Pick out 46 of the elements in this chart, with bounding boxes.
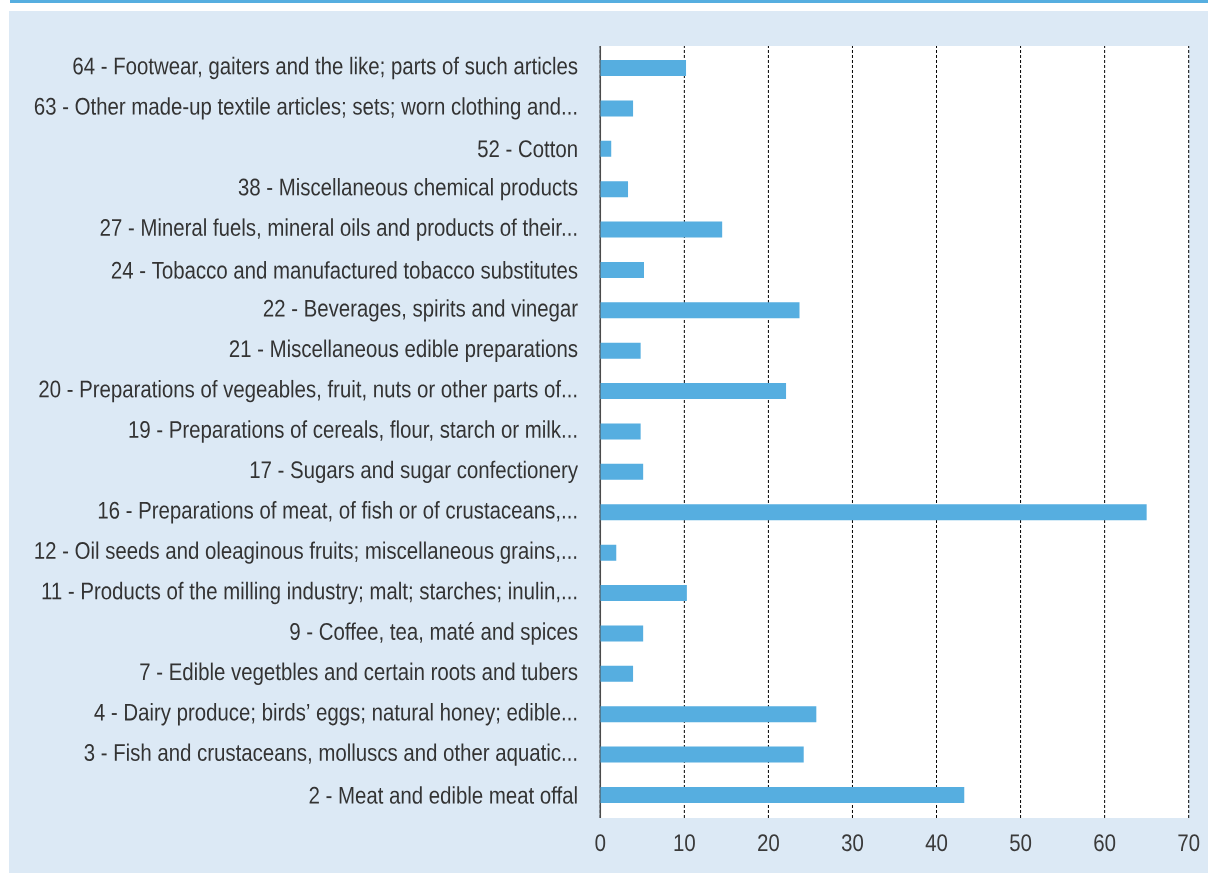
y-tick-label: 3 - Fish and crustaceans, molluscs and other aquatic... xyxy=(84,743,577,766)
bar xyxy=(600,746,804,763)
y-tick-label: 64 - Footwear, gaiters and the like; parts of such articles xyxy=(73,56,578,80)
x-tick-label: 10 xyxy=(674,834,695,852)
y-tick-label: 52 - Cotton xyxy=(477,140,577,158)
x-tick-label: 20 xyxy=(758,834,779,852)
bar xyxy=(600,383,787,400)
y-tick-label: 21 - Miscellaneous edible preparations xyxy=(229,339,578,362)
y-tick-label: 19 - Preparations of cereals, flour, starch or milk... xyxy=(129,420,577,443)
bar xyxy=(600,706,817,723)
y-tick-label: 63 - Other made-up textile articles; sets; worn clothing and... xyxy=(34,97,577,120)
bar xyxy=(600,140,612,157)
bar xyxy=(600,786,965,803)
y-tick-label: 38 - Miscellaneous chemical products xyxy=(238,177,578,201)
y-tick-label: 7 - Edible vegetbles and certain roots and tubers xyxy=(140,662,578,685)
x-tick-label: 40 xyxy=(925,834,948,852)
x-tick-label: 0 xyxy=(595,834,606,852)
y-tick-label: 9 - Coffee, tea, maté and spices xyxy=(290,622,578,645)
y-tick-label: 16 - Preparations of meat, of fish or of crustaceans,... xyxy=(98,501,577,524)
y-tick-label: 12 - Oil seeds and oleaginous fruits; miscellaneous grains,... xyxy=(35,541,577,564)
y-tick-label: 17 - Sugars and sugar confectionery xyxy=(250,460,579,484)
bar xyxy=(600,423,641,440)
bar xyxy=(600,261,645,278)
bar xyxy=(600,544,617,561)
y-tick-label: 24 - Tobacco and manufactured tobacco substitutes xyxy=(111,261,578,279)
bar xyxy=(600,504,1147,521)
y-tick-label: 22 - Beverages, spirits and vinegar xyxy=(263,299,578,322)
y-tick-label: 20 - Preparations of vegeables, fruit, nuts or other parts of... xyxy=(39,379,577,403)
y-tick-label: 11 - Products of the milling industry; malt; starches; inulin,... xyxy=(42,581,577,605)
bar xyxy=(600,100,634,117)
bar xyxy=(600,665,634,682)
bar xyxy=(600,302,800,319)
x-tick-label: 70 xyxy=(1178,834,1200,852)
bar xyxy=(600,342,641,359)
y-tick-label: 27 - Mineral fuels, mineral oils and products of their... xyxy=(100,218,577,241)
y-tick-label: 4 - Dairy produce; birds’ eggs; natural honey; edible... xyxy=(94,703,577,726)
y-tick-label: 2 - Meat and edible meat offal xyxy=(309,786,577,804)
bar xyxy=(600,221,723,238)
x-tick-label: 50 xyxy=(1010,834,1032,852)
bar xyxy=(600,60,687,76)
bar xyxy=(600,585,687,602)
bar xyxy=(600,181,629,198)
x-tick-label: 60 xyxy=(1094,834,1116,852)
x-tick-label: 30 xyxy=(841,834,864,852)
bar xyxy=(600,625,644,642)
bar xyxy=(600,463,644,480)
